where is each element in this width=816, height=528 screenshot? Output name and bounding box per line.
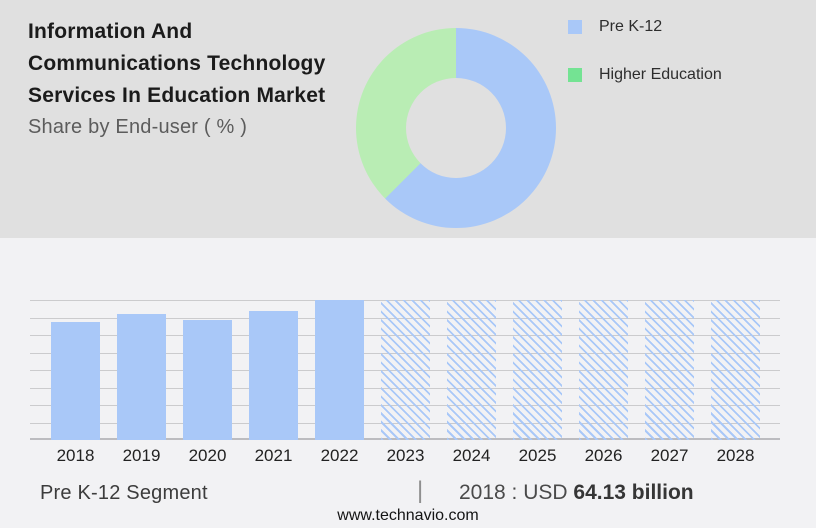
bar-2024-forecast [447,300,496,440]
x-tick-label-2027: 2027 [650,446,689,465]
title-line-1: Information And [28,20,193,43]
market-value-amount: 64.13 billion [573,481,694,504]
bar-2021 [249,311,298,440]
legend-item-higher-education: Higher Education [568,66,722,83]
segment-label: Pre K-12 Segment [40,482,208,504]
legend-item-pre-k12: Pre K-12 [568,18,722,35]
x-tick-label-2023: 2023 [386,446,425,465]
legend-swatch-higher-education [568,67,582,82]
title-line-3: Services In Education Market [28,84,326,107]
bar-2019 [117,314,166,440]
x-tick-label-2028: 2028 [716,446,755,465]
bar-2028-forecast [711,300,760,440]
x-tick-label-2025: 2025 [518,446,557,465]
x-tick-label-2024: 2024 [452,446,491,465]
bar-2022 [315,300,364,440]
x-tick-label-2020: 2020 [188,446,227,465]
title-line-2: Communications Technology [28,52,326,75]
legend-swatch-pre-k12 [568,19,582,34]
legend-label-pre-k12: Pre K-12 [599,17,663,35]
header-panel: Information And Communications Technolog… [0,0,816,238]
x-tick-label-2022: 2022 [320,446,359,465]
bar-2018 [51,322,100,440]
bar-2027-forecast [645,300,694,440]
bar-2025-forecast [513,300,562,440]
legend: Pre K-12 Higher Education [568,18,722,83]
x-tick-label-2026: 2026 [584,446,623,465]
bar-plot: 2018 2019 2020 2021 2022 2023 2024 2025 2026 2027… [30,300,780,465]
market-value: 2018 : USD 64.13 billion [459,481,694,505]
bar-2023-forecast [381,300,430,440]
donut-hole [406,78,506,178]
footer-divider: | [417,477,424,504]
market-value-prefix: 2018 : USD [459,481,568,504]
bar-2020 [183,320,232,440]
chart-subtitle: Share by End-user ( % ) [28,116,248,138]
website-url: www.technavio.com [337,507,479,524]
page-title: Information And Communications Technolog… [28,16,358,112]
donut-chart [356,28,556,228]
legend-label-higher-education: Higher Education [599,65,722,83]
x-tick-label-2018: 2018 [56,446,95,465]
bar-2026-forecast [579,300,628,440]
x-tick-label-2021: 2021 [254,446,293,465]
title-block: Information And Communications Technolog… [28,16,358,139]
x-tick-label-2019: 2019 [122,446,161,465]
